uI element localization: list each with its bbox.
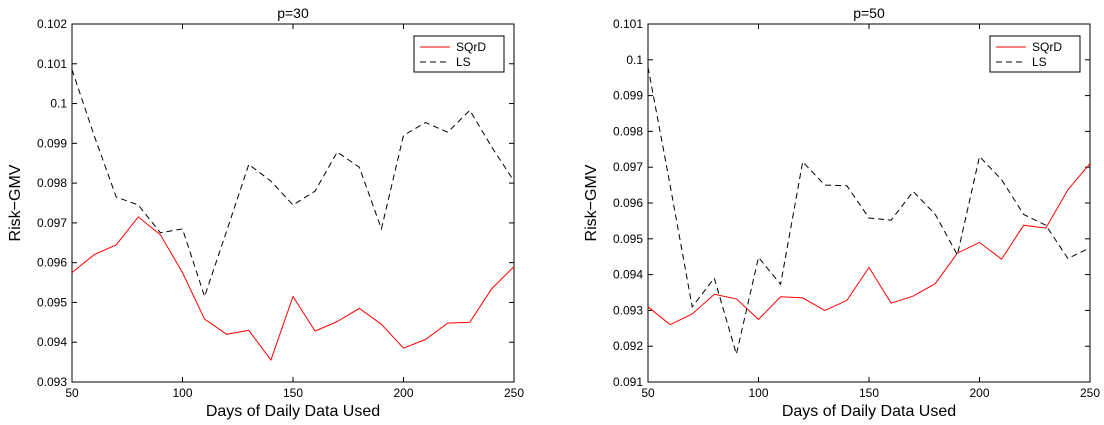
chart1-x-tick-label: 250 bbox=[504, 386, 524, 400]
chart1-series-ls-line bbox=[71, 69, 515, 299]
chart2-title: p=50 bbox=[853, 5, 885, 21]
chart1-x-axis-label: Days of Daily Data Used bbox=[206, 403, 380, 420]
chart2-legend-label-sqrd: SQrD bbox=[1032, 40, 1062, 54]
chart1-y-axis-label: Risk−GMV bbox=[7, 164, 24, 241]
chart2-y-tick-label: 0.093 bbox=[613, 303, 643, 317]
chart2-axes-box bbox=[647, 23, 1091, 383]
chart1-legend-box bbox=[413, 35, 505, 73]
chart1-y-tick-label: 0.098 bbox=[37, 176, 67, 190]
chart1-x-tick-label: 50 bbox=[65, 386, 79, 400]
chart1-y-tick-label: 0.099 bbox=[37, 136, 67, 150]
chart2-y-tick-label: 0.095 bbox=[613, 232, 643, 246]
chart1-legend-label-ls: LS bbox=[456, 55, 471, 69]
chart2-panel: 50 100 150 200 250 0.091 0.092 0.093 0.094 0.095 0… bbox=[583, 5, 1100, 420]
chart1-y-tick-label: 0.093 bbox=[37, 375, 67, 389]
chart2-y-tick-label: 0.091 bbox=[613, 375, 643, 389]
chart1-x-tick-label: 200 bbox=[393, 386, 413, 400]
chart2-series-ls-line bbox=[647, 66, 1091, 357]
chart1-panel: 50 100 150 200 250 0.093 0.094 0.095 0.096 0.097 0… bbox=[7, 5, 524, 420]
chart1-y-tick-label: 0.1 bbox=[50, 97, 67, 111]
chart2-x-tick-label: 150 bbox=[859, 386, 879, 400]
chart2-y-tick-label: 0.098 bbox=[613, 124, 643, 138]
chart2-x-tick-label: 100 bbox=[748, 386, 768, 400]
chart2-x-tick-label: 200 bbox=[969, 386, 989, 400]
chart2-y-axis-label: Risk−GMV bbox=[583, 164, 600, 241]
chart1-y-tick-label: 0.094 bbox=[37, 335, 67, 349]
chart2-y-tick-label: 0.092 bbox=[613, 339, 643, 353]
chart2-series-sqrd-line bbox=[647, 163, 1091, 326]
chart1-y-tick-label: 0.095 bbox=[37, 295, 67, 309]
chart1-legend-label-sqrd: SQrD bbox=[456, 40, 486, 54]
chart2-y-tick-label: 0.097 bbox=[613, 160, 643, 174]
chart1-y-tick-label: 0.101 bbox=[37, 57, 67, 71]
chart2-legend-box bbox=[989, 35, 1081, 73]
chart2-y-tick-label: 0.099 bbox=[613, 89, 643, 103]
chart2-y-tick-label: 0.096 bbox=[613, 196, 643, 210]
chart2-legend-label-ls: LS bbox=[1032, 55, 1047, 69]
chart2-y-tick-label: 0.094 bbox=[613, 268, 643, 282]
chart1-series-sqrd-line bbox=[71, 216, 515, 362]
chart1-x-tick-label: 100 bbox=[172, 386, 192, 400]
chart2-x-axis-label: Days of Daily Data Used bbox=[782, 403, 956, 420]
chart2-y-tick-label: 0.1 bbox=[626, 53, 643, 67]
chart1-title: p=30 bbox=[277, 5, 309, 21]
chart1-y-tick-label: 0.096 bbox=[37, 256, 67, 270]
chart1-y-tick-label: 0.102 bbox=[37, 17, 67, 31]
chart1-y-tick-label: 0.097 bbox=[37, 216, 67, 230]
chart2-x-tick-label: 50 bbox=[641, 386, 655, 400]
chart1-x-tick-label: 150 bbox=[283, 386, 303, 400]
chart2-x-tick-label: 250 bbox=[1080, 386, 1100, 400]
chart1-axes-box bbox=[71, 23, 515, 383]
chart2-y-tick-label: 0.101 bbox=[613, 17, 643, 31]
